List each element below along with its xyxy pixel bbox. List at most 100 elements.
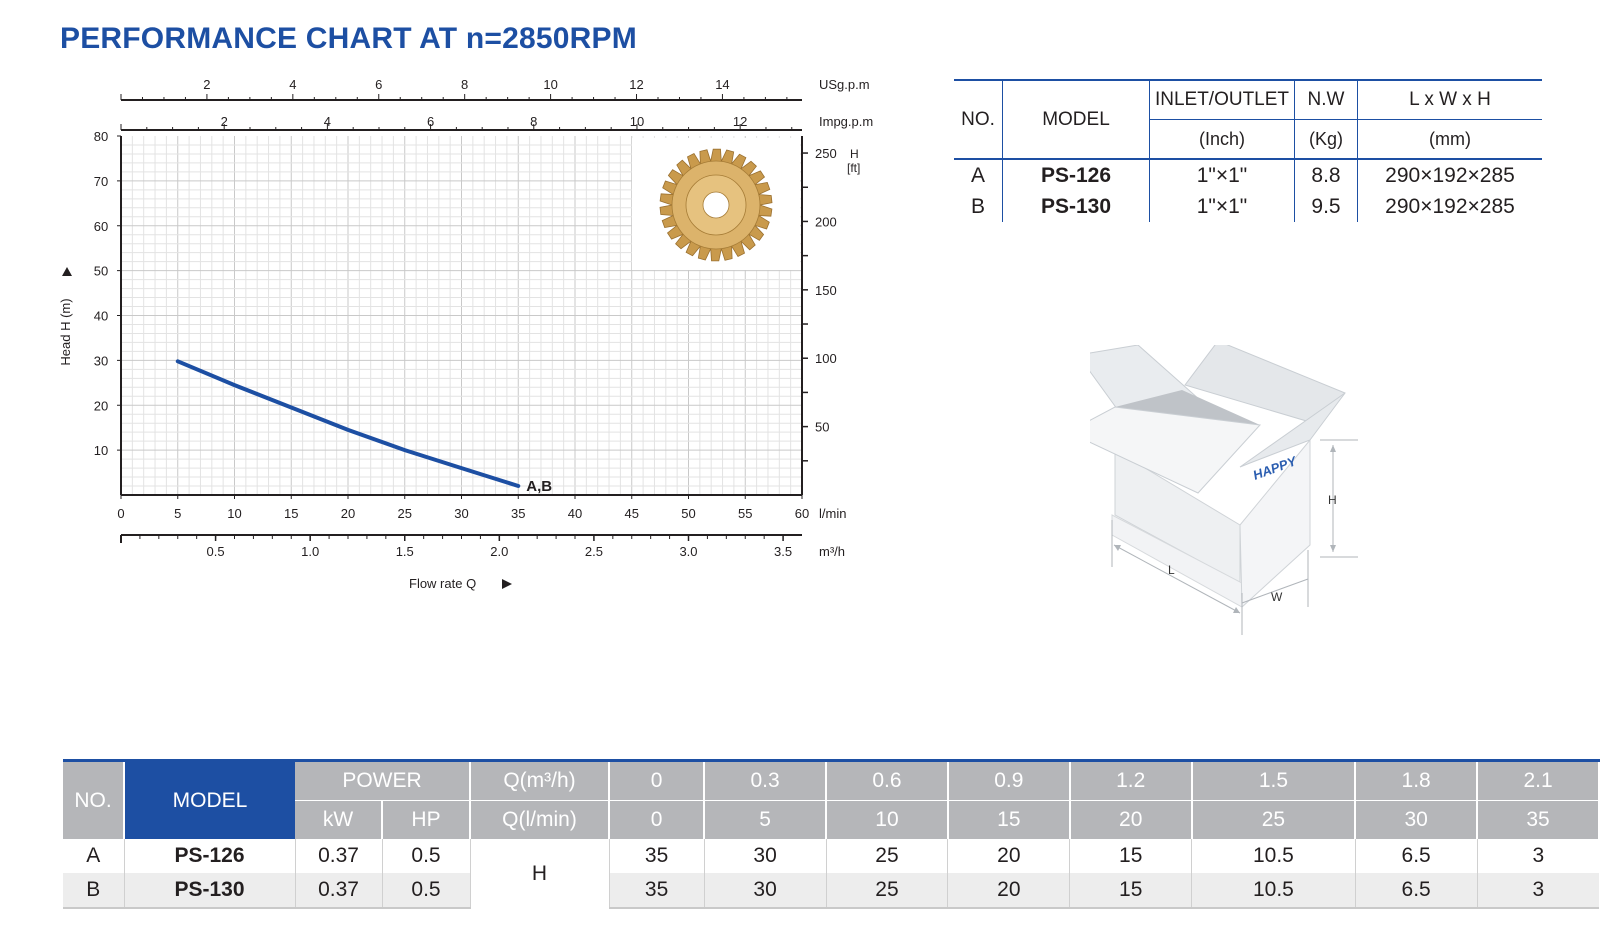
perf-cell-h-label: H	[470, 839, 610, 908]
feet-axis-label-ft: [ft]	[847, 161, 860, 175]
usgpm-tick-label: 14	[715, 77, 729, 92]
perf-lmin-value: 5	[704, 800, 828, 839]
curve-label: A,B	[526, 478, 552, 495]
x-tick-label: 55	[738, 506, 752, 521]
x-tick-label: 30	[454, 506, 468, 521]
y-tick-label: 80	[94, 129, 108, 144]
page-title: PERFORMANCE CHART AT n=2850RPM	[60, 22, 637, 55]
spec-unit-dims: (mm)	[1357, 119, 1542, 160]
perf-row: B PS-130 0.37 0.5 35 30 25 20 15 10.5 6.…	[63, 873, 1599, 909]
perf-cell-h: 10.5	[1191, 839, 1356, 873]
x-tick-label: 25	[398, 506, 412, 521]
x-tick-label: 45	[625, 506, 639, 521]
packaging-box-illustration: HAPPY L W H	[1090, 345, 1358, 635]
perf-lmin-value: 15	[947, 800, 1071, 839]
usgpm-tick-label: 2	[203, 77, 210, 92]
spec-header-model: MODEL	[1002, 79, 1150, 160]
perf-cell-h: 3	[1477, 873, 1599, 909]
perf-cell-h: 20	[947, 839, 1071, 873]
y-tick-label: 60	[94, 219, 108, 234]
spec-row: B PS-130 1"×1" 9.5 290×192×285	[954, 191, 1542, 222]
spec-cell-no: A	[970, 163, 985, 187]
m3h-unit-label: m³/h	[819, 544, 845, 559]
feet-tick-label: 50	[815, 420, 829, 435]
x-tick-label: 50	[681, 506, 695, 521]
perf-cell-kw: 0.37	[295, 839, 383, 873]
spec-row: A PS-126 1"×1" 8.8 290×192×285	[954, 159, 1542, 191]
perf-header-no: NO.	[63, 759, 125, 839]
feet-tick-label: 200	[815, 214, 837, 229]
perf-header-qm3h: Q(m³/h)	[470, 759, 610, 801]
usgpm-tick-label: 6	[375, 77, 382, 92]
perf-m3h-value: 0	[609, 759, 706, 801]
impgpm-tick-label: 12	[733, 114, 747, 129]
m3h-tick-label: 2.0	[490, 544, 508, 559]
spec-header-no: NO.	[954, 79, 1003, 160]
x-axis-label: Flow rate Q	[409, 576, 476, 591]
y-axis-arrow-icon	[62, 267, 72, 276]
x-tick-label: 10	[227, 506, 241, 521]
m3h-tick-label: 0.5	[207, 544, 225, 559]
spec-cell-nw: 9.5	[1294, 191, 1358, 222]
perf-lmin-value: 30	[1355, 800, 1479, 839]
perf-cell-h: 15	[1069, 839, 1193, 873]
perf-cell-h: 25	[826, 873, 949, 909]
box-label-w: W	[1271, 590, 1283, 604]
spec-header-nw: N.W	[1294, 79, 1358, 120]
feet-tick-label: 150	[815, 283, 837, 298]
perf-cell-h: 35	[609, 839, 705, 873]
x-tick-label: 15	[284, 506, 298, 521]
y-tick-label: 40	[94, 309, 108, 324]
perf-cell-model: PS-130	[124, 873, 296, 909]
x-tick-label: 60	[795, 506, 809, 521]
spec-cell-model: PS-126	[1002, 159, 1150, 191]
box-label-h: H	[1328, 493, 1337, 507]
y-tick-label: 50	[94, 264, 108, 279]
x-tick-label: 5	[174, 506, 181, 521]
feet-axis-label-h: H	[850, 147, 859, 161]
perf-cell-model: PS-126	[124, 839, 296, 873]
perf-m3h-value: 0.6	[826, 759, 949, 801]
perf-cell-no: A	[63, 839, 125, 873]
y-tick-label: 70	[94, 174, 108, 189]
perf-m3h-value: 1.8	[1355, 759, 1479, 801]
performance-curve	[175, 359, 521, 488]
perf-header-row: NO. MODEL POWER Q(m³/h) 0 0.3 0.6 0.9 1.…	[63, 759, 1600, 839]
impgpm-tick-label: 2	[221, 114, 228, 129]
x-tick-label: 0	[117, 506, 124, 521]
m3h-tick-label: 1.5	[396, 544, 414, 559]
y-tick-label: 10	[94, 443, 108, 458]
x-axis-arrow-icon	[502, 579, 512, 589]
x-tick-label: 35	[511, 506, 525, 521]
feet-tick-label: 100	[815, 351, 837, 366]
impgpm-tick-label: 6	[427, 114, 434, 129]
impeller-image	[659, 148, 773, 262]
x-unit-label: l/min	[819, 506, 846, 521]
spec-header-inlet: INLET/OUTLET	[1149, 79, 1295, 120]
impgpm-tick-label: 4	[324, 114, 331, 129]
spec-cell-inlet: 1"×1"	[1149, 191, 1295, 222]
usgpm-unit-label: USg.p.m	[819, 77, 870, 92]
perf-cell-hp: 0.5	[382, 873, 471, 909]
perf-m3h-value: 0.9	[947, 759, 1071, 801]
impgpm-tick-label: 10	[630, 114, 644, 129]
m3h-tick-label: 3.0	[679, 544, 697, 559]
spec-cell-dims: 290×192×285	[1357, 191, 1542, 222]
usgpm-tick-label: 10	[543, 77, 557, 92]
perf-cell-no: B	[63, 873, 125, 909]
perf-cell-h: 15	[1069, 873, 1193, 909]
impgpm-unit-label: Impg.p.m	[819, 114, 873, 129]
perf-lmin-value: 20	[1069, 800, 1193, 839]
perf-header-row: kW HP Q(l/min) 0 5 10 15 20 25 30 35	[63, 800, 1600, 839]
perf-header-qlmin: Q(l/min)	[470, 800, 610, 839]
perf-m3h-value: 1.5	[1191, 759, 1357, 801]
y-tick-label: 20	[94, 398, 108, 413]
perf-m3h-value: 0.3	[704, 759, 828, 801]
perf-lmin-value: 25	[1191, 800, 1357, 839]
x-tick-label: 40	[568, 506, 582, 521]
perf-cell-h: 20	[947, 873, 1071, 909]
perf-cell-h: 25	[826, 839, 949, 873]
spec-table: NO. MODEL INLET/OUTLET N.W L x W x H (In…	[954, 79, 1542, 222]
performance-table: NO. MODEL POWER Q(m³/h) 0 0.3 0.6 0.9 1.…	[63, 759, 1600, 909]
usgpm-tick-label: 8	[461, 77, 468, 92]
